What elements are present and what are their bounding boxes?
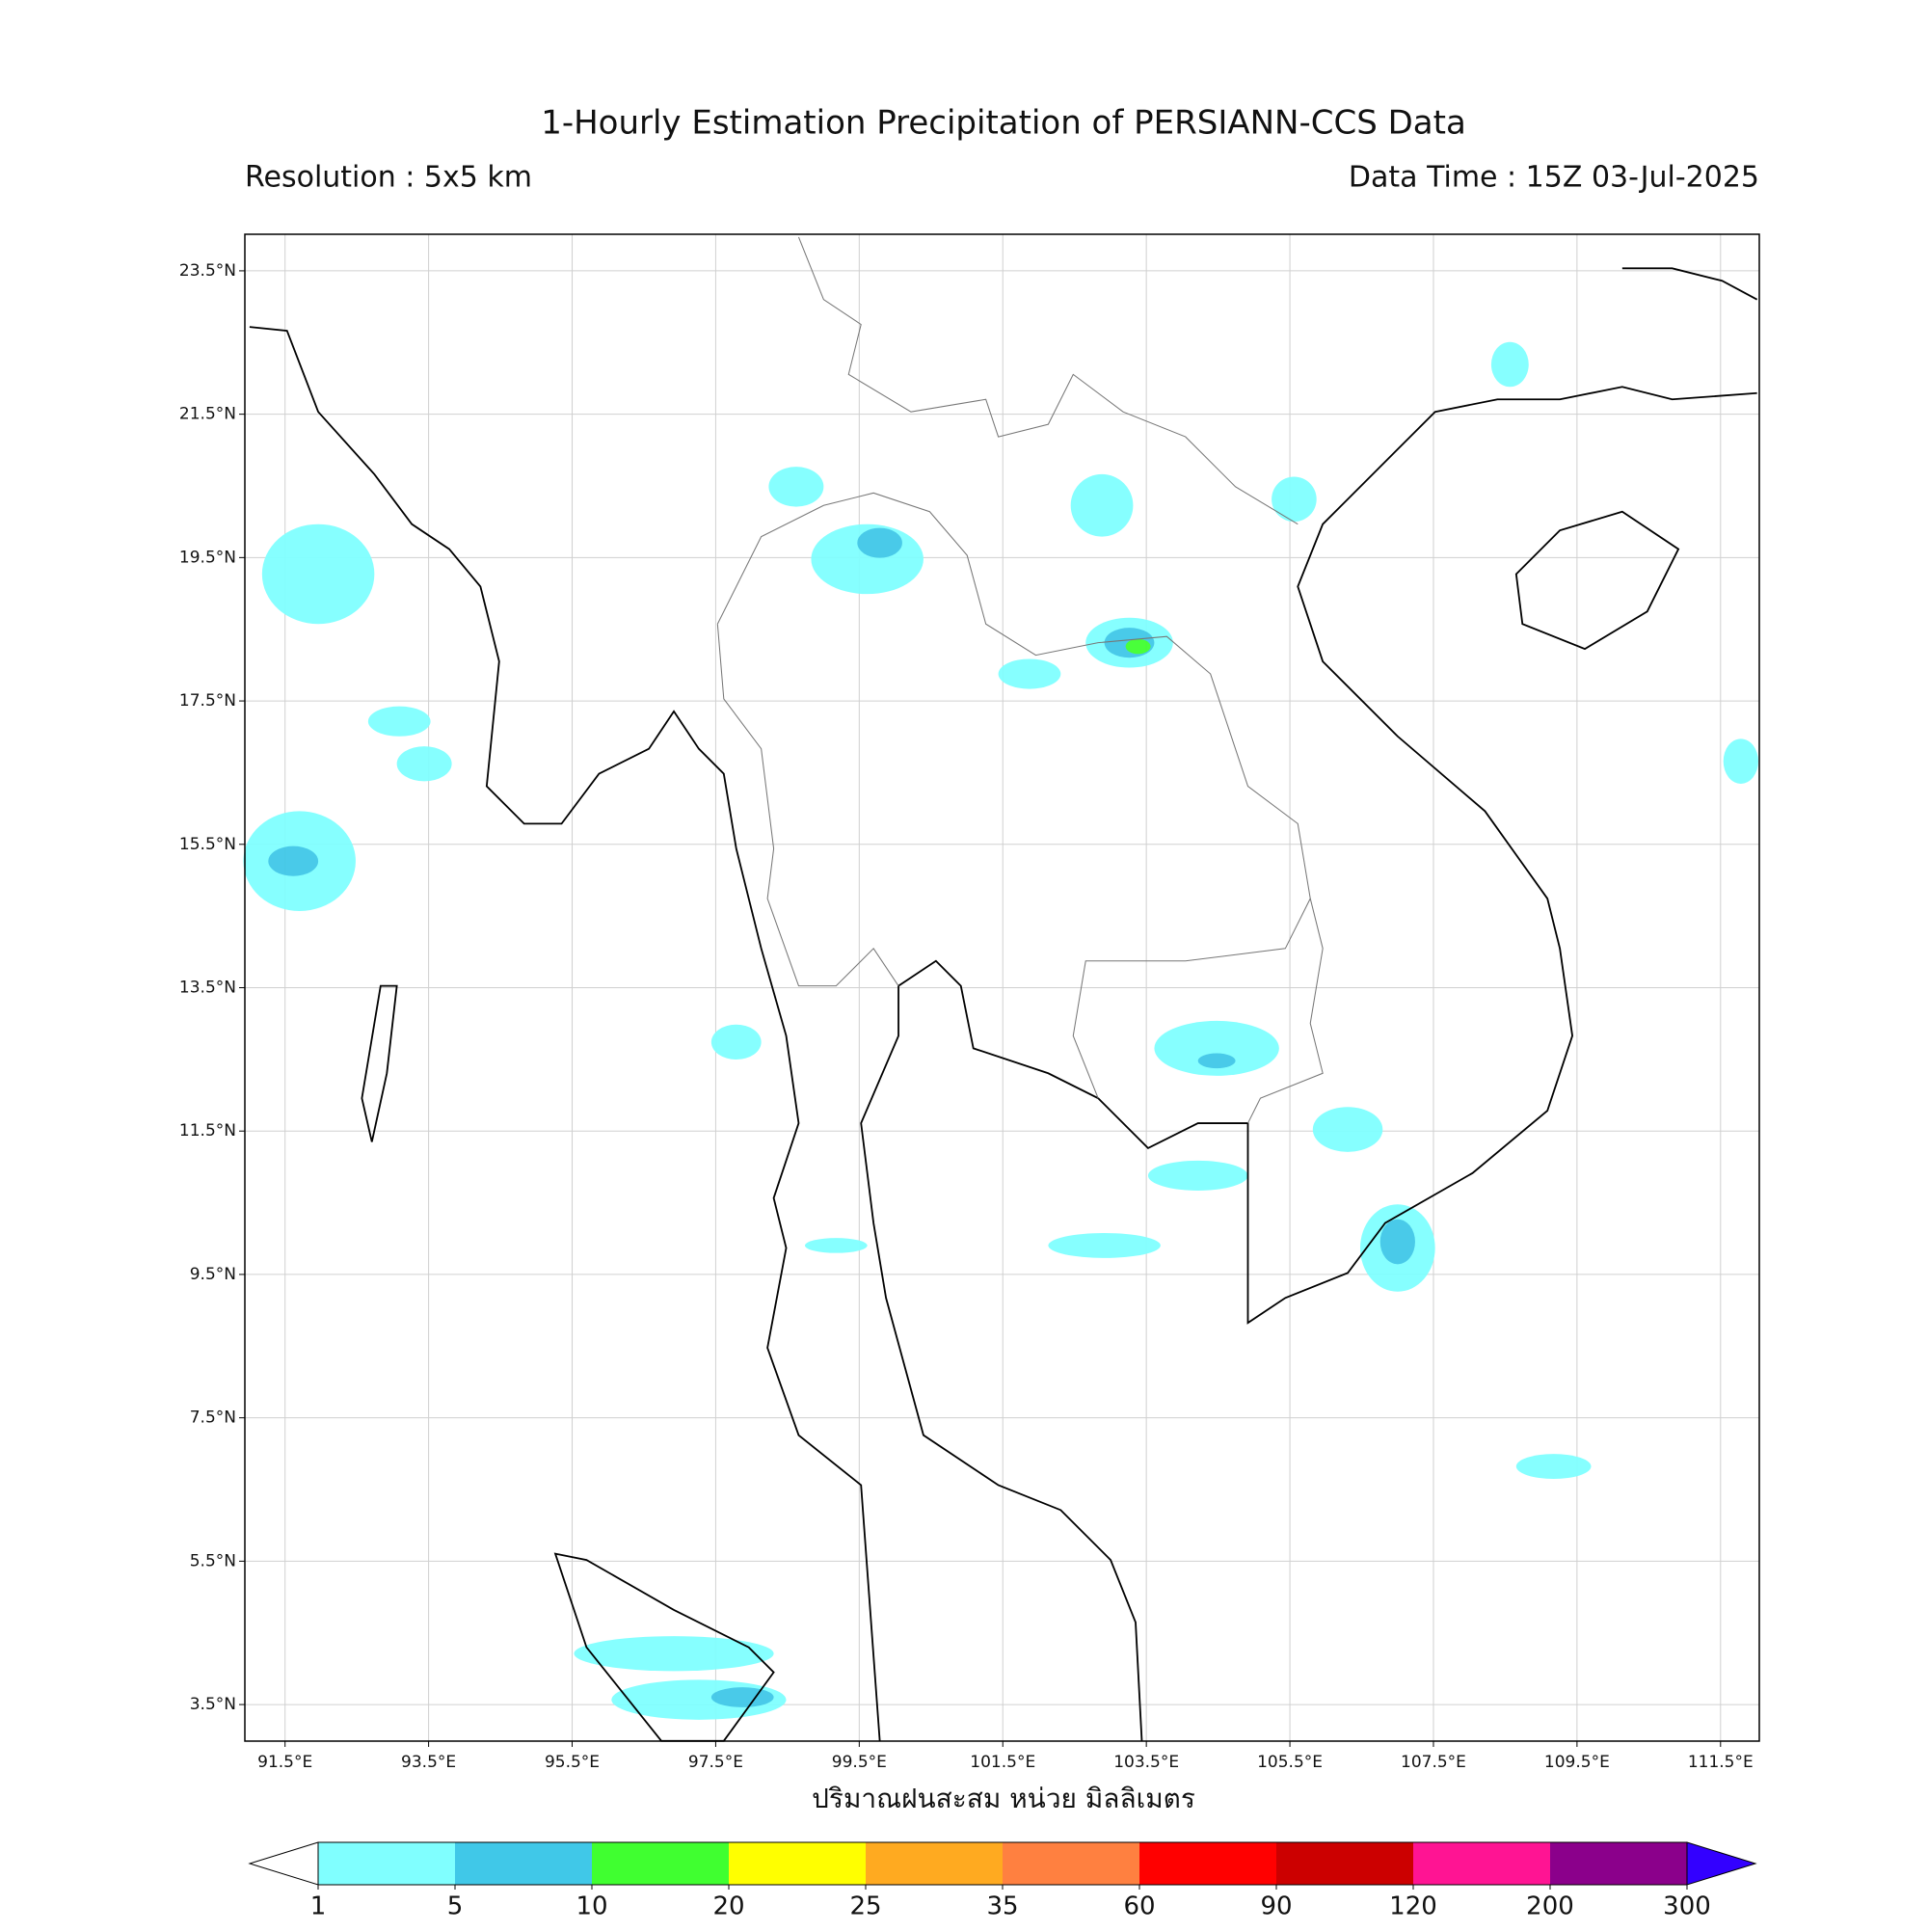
rain-area <box>1147 1160 1248 1191</box>
y-tick-label: 21.5°N <box>179 405 236 424</box>
subtitle-right: Data Time : 15Z 03-Jul-2025 <box>1349 161 1759 195</box>
colorbar-segment <box>455 1842 592 1885</box>
colorbar-tick-label: 10 <box>576 1892 607 1921</box>
rain-area <box>1197 1053 1236 1069</box>
x-tick-label: 103.5°E <box>1113 1753 1179 1772</box>
colorbar-tick-label: 60 <box>1123 1892 1155 1921</box>
rain-area <box>768 467 824 507</box>
grid <box>245 234 1759 1741</box>
colorbar-segment <box>318 1842 455 1885</box>
subtitle-left: Resolution : 5x5 km <box>245 161 532 195</box>
y-tick-label: 9.5°N <box>190 1265 236 1284</box>
country-border <box>716 492 1311 1099</box>
colorbar-segment <box>729 1842 866 1885</box>
x-tick-label: 101.5°E <box>970 1753 1035 1772</box>
y-tick-label: 5.5°N <box>190 1551 236 1570</box>
rain-area <box>1515 1454 1592 1479</box>
rain-area <box>804 1238 868 1253</box>
rain-area <box>1312 1107 1383 1152</box>
colorbar-segment <box>1413 1842 1550 1885</box>
x-tick-label: 107.5°E <box>1401 1753 1466 1772</box>
rain-area <box>1723 738 1758 784</box>
y-tick-label: 23.5°N <box>179 261 236 281</box>
x-tick-label: 99.5°E <box>832 1753 887 1772</box>
colorbar-tick-label: 35 <box>986 1892 1018 1921</box>
x-tick-label: 97.5°E <box>688 1753 743 1772</box>
y-tick-label: 17.5°N <box>179 691 236 711</box>
colorbar-tick-label: 20 <box>712 1892 744 1921</box>
rain-area <box>268 845 319 876</box>
rain-area <box>998 658 1061 689</box>
rain-area <box>1070 473 1134 537</box>
x-tick-label: 93.5°E <box>401 1753 456 1772</box>
colorbar-segment <box>866 1842 1003 1885</box>
colorbar-under <box>248 1841 319 1886</box>
island <box>1514 510 1680 651</box>
y-tick-label: 7.5°N <box>190 1409 236 1428</box>
y-tick-label: 3.5°N <box>190 1695 236 1714</box>
country-border <box>797 236 1299 525</box>
colorbar-label: ปริมาณฝนสะสม หน่วย มิลลิเมตร <box>812 1783 1195 1814</box>
rain-area <box>1154 1020 1279 1076</box>
x-tick-label: 105.5°E <box>1257 1753 1323 1772</box>
rain-area <box>710 1024 762 1060</box>
x-tick-label: 95.5°E <box>545 1753 600 1772</box>
colorbar-tick-label: 1 <box>310 1892 327 1921</box>
rain-area <box>1379 1219 1415 1265</box>
y-tick-label: 13.5°N <box>179 979 236 998</box>
colorbar-segment <box>1139 1842 1276 1885</box>
coastline <box>249 326 881 1741</box>
rain-area <box>1272 476 1317 523</box>
map-features <box>243 236 1758 1742</box>
x-tick-label: 109.5°E <box>1544 1753 1610 1772</box>
island <box>361 984 398 1142</box>
country-border <box>1247 898 1324 1124</box>
rain-area <box>1490 341 1529 388</box>
y-tick-label: 19.5°N <box>179 548 236 567</box>
y-tick-label: 11.5°N <box>179 1121 236 1140</box>
colorbar: 1 5 10 20 25 35 60 90 120 200 300 <box>248 1841 1757 1921</box>
title: 1-Hourly Estimation Precipitation of PER… <box>541 104 1466 143</box>
island <box>553 1552 775 1742</box>
colorbar-segment <box>1276 1842 1413 1885</box>
x-tick-label: 91.5°E <box>257 1753 312 1772</box>
colorbar-tick-label: 25 <box>849 1892 881 1921</box>
rain-area <box>857 527 902 558</box>
colorbar-tick-label: 5 <box>447 1892 464 1921</box>
colorbar-tick-label: 90 <box>1260 1892 1292 1921</box>
rain-area <box>261 523 375 625</box>
rain-area <box>710 1687 774 1707</box>
coastline <box>1621 267 1758 301</box>
colorbar-segment <box>592 1842 729 1885</box>
country-border <box>716 624 899 987</box>
colorbar-tick-label: 200 <box>1526 1892 1574 1921</box>
rain-area <box>367 706 431 737</box>
coastline <box>860 386 1757 1741</box>
colorbar-over <box>1686 1841 1757 1886</box>
rain-area <box>1125 638 1151 655</box>
colorbar-tick-label: 300 <box>1663 1892 1711 1921</box>
rain-area <box>396 746 452 782</box>
y-tick-label: 15.5°N <box>179 835 236 854</box>
rain-area <box>1048 1232 1161 1258</box>
colorbar-tick-label: 120 <box>1389 1892 1437 1921</box>
rain-area <box>574 1636 774 1672</box>
colorbar-segment <box>1003 1842 1139 1885</box>
x-tick-label: 111.5°E <box>1688 1753 1754 1772</box>
colorbar-segment <box>1550 1842 1687 1885</box>
precipitation-areas <box>243 341 1758 1720</box>
